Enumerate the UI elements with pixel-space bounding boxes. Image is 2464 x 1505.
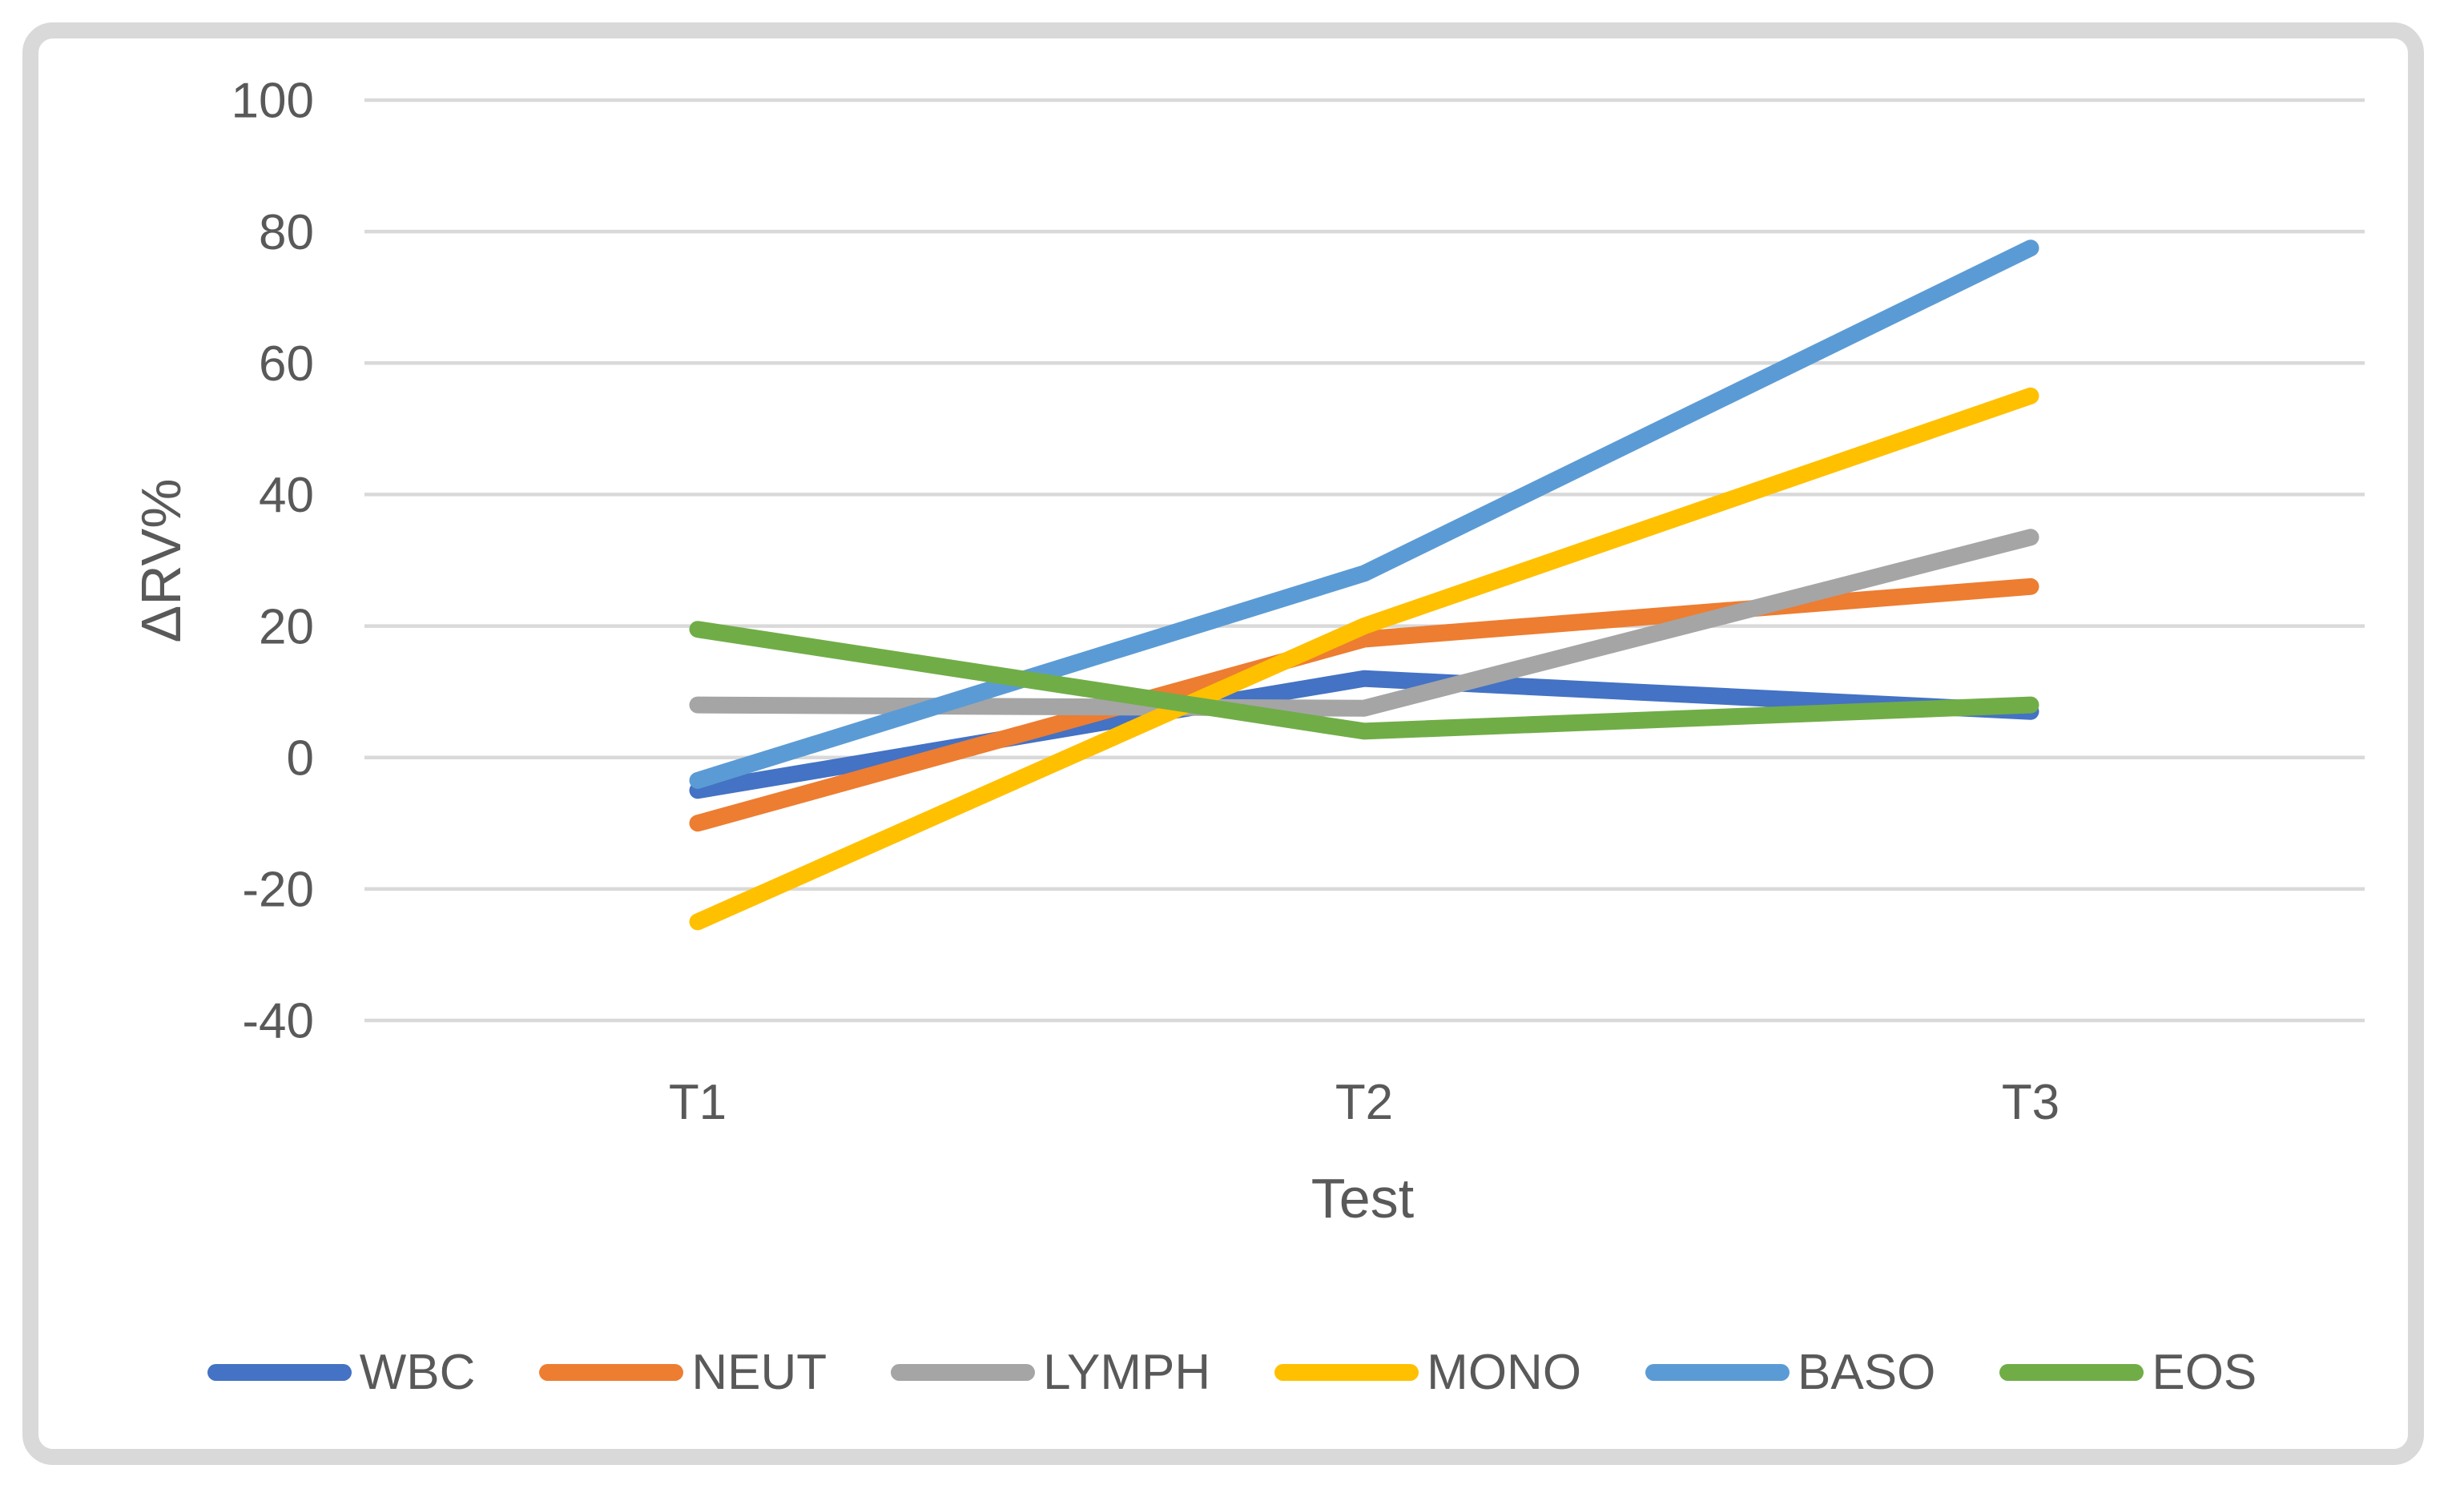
legend-label-lymph: LYMPH (1043, 1345, 1211, 1400)
legend-item-lymph: LYMPH (891, 1344, 1210, 1401)
legend-label-wbc: WBC (359, 1345, 476, 1400)
legend-label-baso: BASO (1798, 1345, 1936, 1400)
x-tick-label: T3 (2002, 1075, 2059, 1130)
y-axis-tick-labels: 100 80 60 40 20 0 -20 -40 (232, 74, 314, 1049)
legend-swatch-wbc (207, 1364, 352, 1381)
legend-item-wbc: WBC (207, 1344, 476, 1401)
series-line-baso (689, 239, 2039, 789)
legend-swatch-baso (1645, 1364, 1790, 1381)
series-line-eos (689, 621, 2039, 740)
legend-item-eos: EOS (1999, 1344, 2257, 1401)
series-line-wbc (689, 670, 2039, 799)
series-lines (689, 239, 2039, 931)
y-tick-label: 60 (259, 336, 314, 392)
legend-swatch-eos (1999, 1364, 2144, 1381)
series-line-mono (689, 387, 2039, 931)
y-tick-label: 20 (259, 599, 314, 654)
legend-item-neut: NEUT (539, 1344, 827, 1401)
y-tick-label: 100 (232, 74, 314, 129)
chart-legend: WBC NEUT LYMPH MONO BASO EOS (0, 1344, 2464, 1401)
y-tick-label: 80 (259, 205, 314, 260)
x-tick-label: T1 (669, 1075, 727, 1130)
legend-item-mono: MONO (1274, 1344, 1581, 1401)
x-tick-label: T2 (1335, 1075, 1393, 1130)
x-axis-title: Test (1311, 1167, 1414, 1229)
y-tick-label: 40 (259, 468, 314, 523)
legend-label-eos: EOS (2152, 1345, 2257, 1400)
legend-swatch-neut (539, 1364, 684, 1381)
y-axis-title: ΔRV% (130, 479, 192, 643)
y-tick-label: -20 (242, 863, 314, 918)
legend-swatch-lymph (891, 1364, 1036, 1381)
legend-swatch-mono (1274, 1364, 1419, 1381)
legend-item-baso: BASO (1645, 1344, 1935, 1401)
gridlines (364, 98, 2365, 1023)
legend-label-mono: MONO (1427, 1345, 1582, 1400)
chart-frame-border (22, 22, 2424, 1465)
x-axis-tick-labels: T1 T2 T3 (669, 1075, 2059, 1130)
y-tick-label: 0 (287, 730, 314, 786)
legend-label-neut: NEUT (691, 1345, 827, 1400)
series-line-neut (689, 577, 2039, 832)
y-tick-label: -40 (242, 994, 314, 1049)
